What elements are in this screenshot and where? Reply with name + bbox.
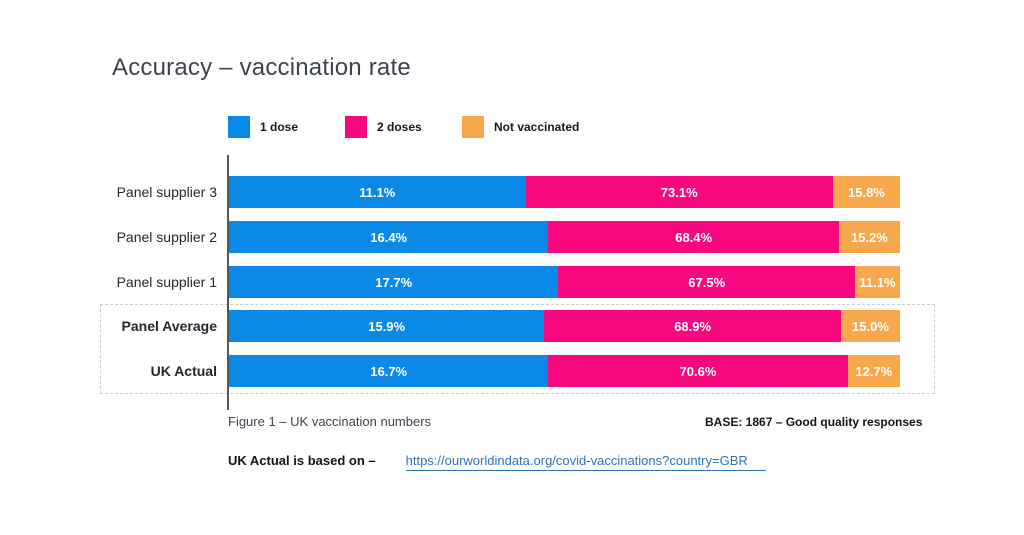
source-url-link[interactable]: https://ourworldindata.org/covid-vaccina…: [405, 453, 766, 471]
bar-value-label: 67.5%: [688, 274, 726, 290]
legend-item-not-vaccinated: Not vaccinated: [462, 116, 579, 138]
bar-value-label: 68.9%: [674, 318, 712, 334]
legend-label: 1 dose: [260, 120, 299, 134]
base-note: BASE: 1867 – Good quality responses: [705, 415, 923, 429]
bar-row: UK Actual 16.7% 70.6% 12.7%: [0, 355, 900, 387]
bar-value-label: 16.7%: [370, 363, 408, 379]
stacked-bar: 16.7% 70.6% 12.7%: [229, 355, 900, 387]
bar-segment-not-vaccinated: 12.7%: [847, 355, 900, 387]
legend-item-2-doses: 2 doses: [345, 116, 422, 138]
bar-segment-2-doses: 67.5%: [558, 266, 856, 298]
bar-segment-not-vaccinated: 15.0%: [840, 310, 900, 342]
stacked-bar: 11.1% 73.1% 15.8%: [229, 176, 900, 208]
bar-segment-1-dose: 15.9%: [229, 310, 545, 342]
bar-segment-not-vaccinated: 15.2%: [838, 221, 900, 253]
category-label: Panel supplier 1: [116, 274, 217, 290]
legend-swatch-1-dose: [228, 116, 250, 138]
legend-label: Not vaccinated: [494, 120, 580, 134]
stacked-bar: 15.9% 68.9% 15.0%: [229, 310, 900, 342]
bar-segment-2-doses: 73.1%: [525, 176, 833, 208]
category-label: UK Actual: [150, 363, 217, 379]
category-label: Panel supplier 3: [116, 184, 217, 200]
legend-label: 2 doses: [377, 120, 422, 134]
bar-value-label: 17.7%: [375, 274, 413, 290]
bar-segment-2-doses: 68.9%: [544, 310, 841, 342]
bar-value-label: 68.4%: [675, 229, 713, 245]
stacked-bar: 16.4% 68.4% 15.2%: [229, 221, 900, 253]
bar-row: Panel supplier 3 11.1% 73.1% 15.8%: [0, 176, 900, 208]
source-line: UK Actual is based on – https://ourworld…: [228, 453, 766, 471]
y-axis-line: [227, 155, 229, 410]
bar-segment-1-dose: 17.7%: [229, 266, 559, 298]
bar-segment-1-dose: 16.4%: [229, 221, 549, 253]
bar-value-label: 73.1%: [660, 184, 698, 200]
bar-segment-2-doses: 70.6%: [548, 355, 848, 387]
bar-value-label: 15.0%: [852, 318, 889, 334]
bar-segment-not-vaccinated: 15.8%: [832, 176, 900, 208]
bar-row: Panel supplier 1 17.7% 67.5% 11.1%: [0, 266, 900, 298]
bar-value-label: 15.9%: [368, 318, 406, 334]
bar-value-label: 11.1%: [859, 274, 896, 290]
stacked-bar: 17.7% 67.5% 11.1%: [229, 266, 900, 298]
bar-value-label: 70.6%: [679, 363, 717, 379]
legend-swatch-2-doses: [345, 116, 367, 138]
bar-row: Panel supplier 2 16.4% 68.4% 15.2%: [0, 221, 900, 253]
bar-value-label: 15.2%: [851, 229, 888, 245]
bar-value-label: 11.1%: [359, 184, 396, 200]
bar-value-label: 12.7%: [855, 363, 893, 379]
category-label: Panel Average: [121, 318, 217, 334]
figure-caption: Figure 1 – UK vaccination numbers: [228, 414, 432, 429]
legend-swatch-not-vaccinated: [462, 116, 484, 138]
bar-value-label: 15.8%: [848, 184, 885, 200]
bar-value-label: 16.4%: [370, 229, 408, 245]
legend-item-1-dose: 1 dose: [228, 116, 298, 138]
emphasis-dashed-box: [100, 304, 935, 394]
source-label: UK Actual is based on –: [228, 453, 376, 468]
bar-segment-not-vaccinated: 11.1%: [855, 266, 900, 298]
bar-segment-2-doses: 68.4%: [548, 221, 839, 253]
bar-segment-1-dose: 11.1%: [229, 176, 526, 208]
bar-row: Panel Average 15.9% 68.9% 15.0%: [0, 310, 900, 342]
page-title: Accuracy – vaccination rate: [112, 54, 411, 81]
category-label: Panel supplier 2: [116, 229, 217, 245]
bar-segment-1-dose: 16.7%: [229, 355, 549, 387]
